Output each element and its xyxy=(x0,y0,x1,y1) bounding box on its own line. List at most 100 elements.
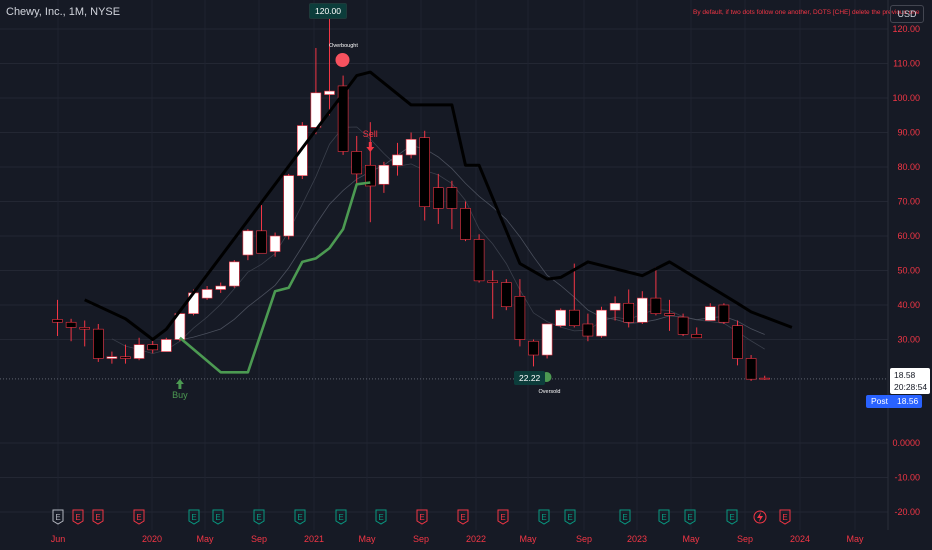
post-market-label: Post xyxy=(866,395,894,408)
candle-body xyxy=(405,139,417,156)
earnings-flag xyxy=(294,509,306,525)
price-axis-label: 110.00 xyxy=(893,59,920,69)
post-market-value: 18.56 xyxy=(893,395,923,408)
candle-body xyxy=(201,289,213,299)
high-price-tag: 120.00 xyxy=(309,3,347,19)
price-axis-label: 80.00 xyxy=(897,162,920,172)
candle-body xyxy=(718,304,730,323)
earnings-marker: E xyxy=(72,509,84,525)
candle-body xyxy=(364,164,376,187)
ma-long-line xyxy=(179,145,765,341)
earnings-flag xyxy=(658,509,670,525)
earnings-flag xyxy=(538,509,550,525)
earnings-letter: E xyxy=(75,513,80,522)
candle-body xyxy=(324,90,335,95)
lightning-circle xyxy=(753,510,767,524)
earnings-flag xyxy=(253,509,265,525)
moving-average-lines xyxy=(111,126,765,355)
candle-body xyxy=(732,325,743,359)
candle-body xyxy=(664,313,675,316)
earnings-letter: E xyxy=(661,513,666,522)
buy-label: Buy xyxy=(172,390,188,400)
candle-body xyxy=(759,377,771,380)
time-axis-label: May xyxy=(682,534,700,544)
candle-body xyxy=(528,340,539,356)
earnings-flag xyxy=(684,509,696,525)
candle-body xyxy=(596,309,607,337)
earnings-flag xyxy=(212,509,224,525)
earnings-marker: E xyxy=(133,509,145,525)
candle-body xyxy=(555,309,567,326)
earnings-flag xyxy=(335,509,347,525)
candle-body xyxy=(93,328,104,359)
earnings-letter: E xyxy=(215,513,220,522)
dividend-marker xyxy=(753,510,767,524)
time-axis-label: Sep xyxy=(413,534,429,544)
earnings-flag xyxy=(188,509,200,525)
price-axis-label: 50.00 xyxy=(897,266,920,276)
earnings-flag xyxy=(52,509,64,525)
resistance-line xyxy=(84,70,793,341)
earnings-flag xyxy=(457,509,469,525)
earnings-letter: E xyxy=(687,513,692,522)
earnings-letter: E xyxy=(460,513,465,522)
signal-markers: Overbought Oversold Buy Sell xyxy=(172,18,561,400)
earnings-marker: E xyxy=(726,509,738,525)
low-price-tag: 22.22 xyxy=(514,371,546,385)
indicator-note: By default, if two dots follow one anoth… xyxy=(693,9,920,16)
earnings-marker: E xyxy=(52,509,64,525)
time-axis-label: 2022 xyxy=(466,534,486,544)
price-axis-label: -10.00 xyxy=(894,473,920,483)
time-axis-label: May xyxy=(846,534,864,544)
candle-body xyxy=(704,306,716,321)
candle-body xyxy=(677,316,689,335)
earnings-marker: E xyxy=(684,509,696,525)
last-price-value: 18.58 xyxy=(894,370,916,380)
candle-body xyxy=(378,164,390,185)
candle-body xyxy=(65,321,77,328)
candle-body xyxy=(133,344,145,359)
price-axis-label: 30.00 xyxy=(897,335,920,345)
post-market-box: Post 18.56 xyxy=(866,395,923,408)
price-axis-label: 90.00 xyxy=(897,128,920,138)
overbought-label: Overbought xyxy=(329,43,358,49)
price-axis-label: 120.00 xyxy=(892,24,920,34)
oversold-label: Oversold xyxy=(538,389,560,395)
earnings-flag xyxy=(619,509,631,525)
chart-title: Chewy, Inc., 1M, NYSE xyxy=(6,6,121,18)
sell-label: Sell xyxy=(363,129,378,139)
earnings-letter: E xyxy=(55,513,60,522)
earnings-marker: E xyxy=(294,509,306,525)
candle-body xyxy=(636,297,648,323)
earnings-letter: E xyxy=(567,513,572,522)
candle-body xyxy=(269,235,281,252)
price-axis-label: 60.00 xyxy=(897,231,920,241)
time-axis-label: Sep xyxy=(737,534,753,544)
candle-body xyxy=(79,327,90,330)
earnings-flag xyxy=(92,509,104,525)
earnings-marker: E xyxy=(538,509,550,525)
time-axis-label: May xyxy=(196,534,214,544)
candle-body xyxy=(337,85,349,152)
last-price-box: 18.58 20:28:54 xyxy=(890,368,930,394)
price-axis-label: -20.00 xyxy=(894,507,920,517)
earnings-letter: E xyxy=(622,513,627,522)
candle-body xyxy=(568,309,580,326)
earnings-marker: E xyxy=(564,509,576,525)
earnings-flag xyxy=(133,509,145,525)
time-axis-label: 2021 xyxy=(304,534,324,544)
time-axis-label: Jun xyxy=(51,534,66,544)
candle-body xyxy=(691,334,703,339)
time-axis-label: May xyxy=(519,534,537,544)
candle-body xyxy=(215,285,226,290)
earnings-letter: E xyxy=(541,513,546,522)
earnings-letter: E xyxy=(256,513,261,522)
price-axis-label: 100.00 xyxy=(892,93,920,103)
candle-body xyxy=(161,339,172,352)
earnings-marker: E xyxy=(779,509,791,525)
candle-body xyxy=(514,296,526,340)
candle-body xyxy=(52,319,63,323)
currency-button[interactable]: USD xyxy=(890,5,924,23)
